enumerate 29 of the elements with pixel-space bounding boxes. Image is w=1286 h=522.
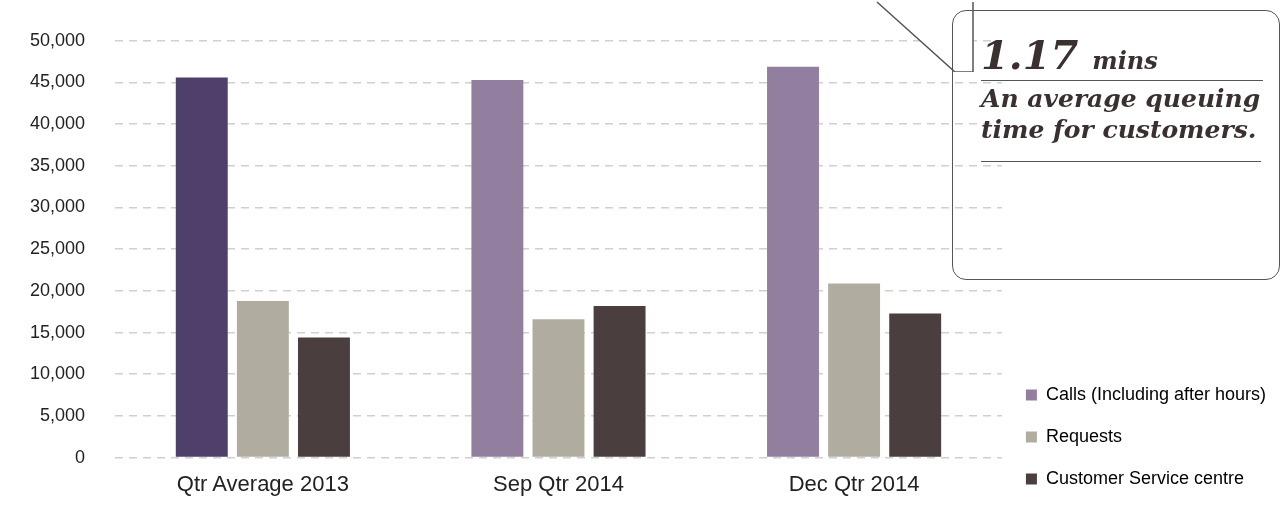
annotation: 1.17 mins: [981, 31, 1263, 81]
y-tick-label: 0: [75, 446, 86, 467]
y-tick-label: 10,000: [29, 363, 86, 384]
bar: [532, 319, 585, 457]
bar: [236, 300, 289, 457]
y-tick-label: 25,000: [29, 238, 86, 259]
bar: [767, 66, 819, 457]
bar: [828, 283, 881, 457]
y-tick-label: 45,000: [29, 71, 86, 92]
callout-box: 1.17 mins An average queuing time for customers.: [952, 10, 1280, 280]
y-tick-label: 50,000: [29, 29, 86, 50]
y-tick-label: 30,000: [29, 196, 86, 217]
y-tick-label: 20,000: [29, 279, 86, 300]
bar: [175, 77, 228, 457]
bar: [593, 305, 646, 457]
y-tick-label: 40,000: [29, 113, 86, 134]
x-tick-label: Sep Qtr 2014: [493, 470, 624, 496]
legend-label: Requests: [1045, 425, 1122, 446]
x-tick-label: Qtr Average 2013: [176, 470, 349, 496]
y-tick-label: 15,000: [29, 321, 86, 342]
y-tick-label: 35,000: [29, 154, 86, 175]
x-tick-label: Dec Qtr 2014: [788, 470, 920, 496]
y-tick-label: 5,000: [40, 404, 86, 425]
legend-label: Customer Service centre: [1045, 467, 1244, 488]
annotation: An average queuing time for customers.: [981, 81, 1261, 162]
bar: [889, 313, 942, 457]
legend-label: Calls (Including after hours): [1045, 383, 1267, 404]
bar: [297, 337, 350, 457]
bar: [471, 79, 524, 457]
